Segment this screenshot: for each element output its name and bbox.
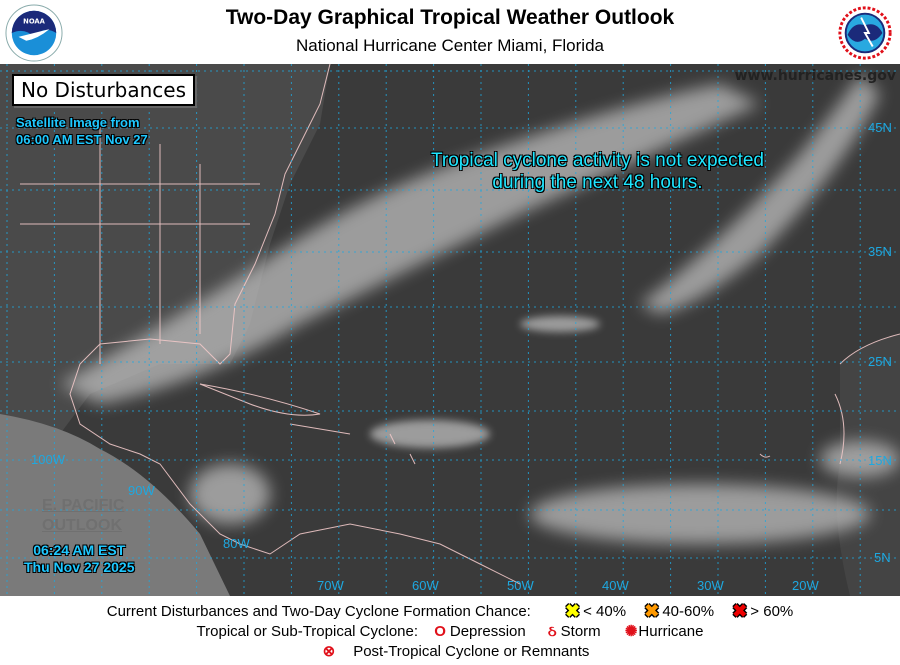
satellite-time-label: Satellite Image from 06:00 AM EST Nov 27 [16, 114, 148, 148]
lat-label: 25N [868, 354, 892, 369]
epac-line2: OUTLOOK [42, 517, 122, 534]
x-medium-icon: ✖ [644, 601, 660, 621]
legend: Current Disturbances and Two-Day Cyclone… [0, 596, 900, 665]
lon-label: 60W [412, 578, 439, 593]
epac-outlook-link[interactable]: E. PACIFIC OUTLOOK [42, 496, 124, 536]
lon-label: 80W [223, 536, 250, 551]
page-subtitle: National Hurricane Center Miami, Florida [295, 36, 604, 55]
page-title: Two-Day Graphical Tropical Weather Outlo… [225, 6, 675, 29]
storm-icon: ઠ [547, 622, 557, 640]
epac-line1: E. PACIFIC [42, 497, 125, 514]
message-line2: during the next 48 hours. [492, 172, 703, 193]
lon-label: 100W [31, 452, 65, 467]
coastlines [20, 64, 900, 585]
formation-chance-label: Current Disturbances and Two-Day Cyclone… [106, 603, 531, 620]
post-tropical-label: Post-Tropical Cyclone or Remnants [353, 642, 590, 660]
lon-label: 90W [128, 483, 155, 498]
svg-text:NOAA: NOAA [23, 17, 45, 25]
cyclone-label: Tropical or Sub-Tropical Cyclone: [196, 622, 419, 640]
lon-label: 50W [507, 578, 534, 593]
cloud-band [60, 74, 900, 544]
storm-label: Storm [560, 622, 601, 640]
message-line1: Tropical cyclone activity is not expecte… [430, 150, 764, 171]
time-line1: 06:24 AM EST [33, 542, 126, 558]
lat-lon-grid [0, 64, 900, 596]
x-low-icon: ✖ [565, 601, 581, 621]
satellite-line1: Satellite Image from [16, 115, 140, 130]
satellite-map: No Disturbances Satellite Image from 06:… [0, 64, 900, 596]
header: NOAA Two-Day Graphical Tropical Weather … [0, 0, 900, 64]
lon-label: 20W [792, 578, 819, 593]
post-tropical-icon: ⊗ [322, 643, 336, 661]
lat-label: 35N [868, 244, 892, 259]
satellite-imagery [0, 64, 900, 596]
low-chance-label: < 40% [583, 603, 627, 620]
depression-label: Depression [449, 622, 526, 640]
lon-label: 30W [697, 578, 724, 593]
status-box: No Disturbances [12, 74, 196, 106]
lat-label: 45N [868, 120, 892, 135]
hurricane-label: Hurricane [638, 622, 704, 640]
depression-icon: O [434, 622, 446, 640]
satellite-line2: 06:00 AM EST Nov 27 [16, 132, 148, 147]
noaa-logo: NOAA [5, 4, 63, 62]
website-link[interactable]: www.hurricanes.gov [734, 68, 896, 84]
time-line2: Thu Nov 27 2025 [24, 559, 135, 575]
high-chance-label: > 60% [750, 603, 794, 620]
lon-label: 40W [602, 578, 629, 593]
x-high-icon: ✖ [732, 601, 748, 621]
nws-logo [837, 5, 893, 61]
lat-label: 5N [874, 550, 891, 565]
lat-label: 15N [868, 453, 892, 468]
image-time-label: 06:24 AM EST Thu Nov 27 2025 [24, 542, 135, 576]
pacific-ocean [0, 414, 230, 596]
outlook-message: Tropical cyclone activity is not expecte… [390, 150, 805, 194]
lon-label: 70W [317, 578, 344, 593]
medium-chance-label: 40-60% [662, 603, 715, 620]
hurricane-icon: ✺ [624, 623, 638, 641]
